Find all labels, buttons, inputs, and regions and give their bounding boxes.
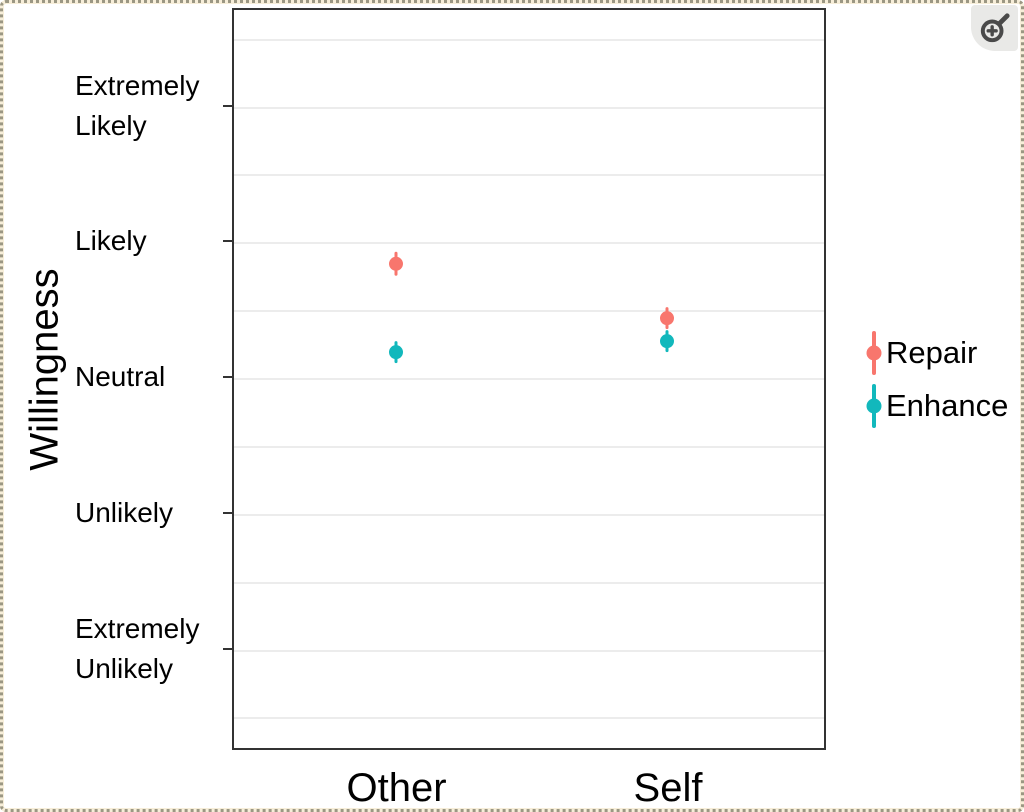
y-tick-mark	[223, 104, 232, 107]
point-dot	[660, 310, 675, 325]
legend-label-repair: Repair	[886, 334, 978, 370]
y-tick-label: Unlikely	[75, 496, 174, 528]
gridline	[234, 310, 824, 313]
plot-panel	[232, 8, 826, 750]
gridline	[234, 445, 824, 448]
point-dot	[388, 256, 403, 271]
gridline	[234, 38, 824, 41]
gridline	[234, 581, 824, 584]
repair-key-dot	[866, 345, 882, 360]
gridline	[234, 242, 824, 245]
y-tick-mark	[223, 240, 232, 243]
legend-item-enhance: Enhance	[863, 379, 1008, 432]
enhance-pointrange-icon	[863, 381, 885, 431]
gridline	[234, 174, 824, 177]
gridline	[234, 649, 824, 652]
x-category-label-other: Other	[346, 766, 447, 810]
y-tick-mark	[223, 511, 232, 514]
y-tick-label: Extremely Likely	[75, 69, 200, 141]
y-tick-mark	[223, 647, 232, 650]
x-category-label-self: Self	[633, 766, 703, 810]
gridline	[234, 513, 824, 516]
legend: Repair Enhance	[863, 326, 1008, 432]
point-enhance-other	[388, 340, 403, 363]
point-repair-other	[388, 251, 403, 276]
y-tick-label: Extremely Unlikely	[75, 612, 200, 684]
zoom-in-button[interactable]	[971, 5, 1018, 51]
y-tick-label: Neutral	[75, 361, 166, 392]
point-enhance-self	[660, 330, 675, 352]
point-repair-self	[660, 307, 675, 329]
legend-item-repair: Repair	[863, 326, 1008, 379]
zoom-in-icon	[978, 11, 1012, 45]
y-tick-mark	[223, 376, 232, 378]
gridline	[234, 717, 824, 720]
gridline	[234, 106, 824, 109]
repair-pointrange-icon	[863, 328, 885, 378]
gridline	[234, 378, 824, 380]
legend-label-enhance: Enhance	[886, 387, 1009, 423]
enhance-key-dot	[866, 398, 882, 413]
y-axis-title: Willingness	[22, 268, 67, 471]
point-dot	[660, 333, 675, 348]
y-tick-label: Likely	[75, 225, 147, 257]
point-dot	[388, 344, 403, 359]
